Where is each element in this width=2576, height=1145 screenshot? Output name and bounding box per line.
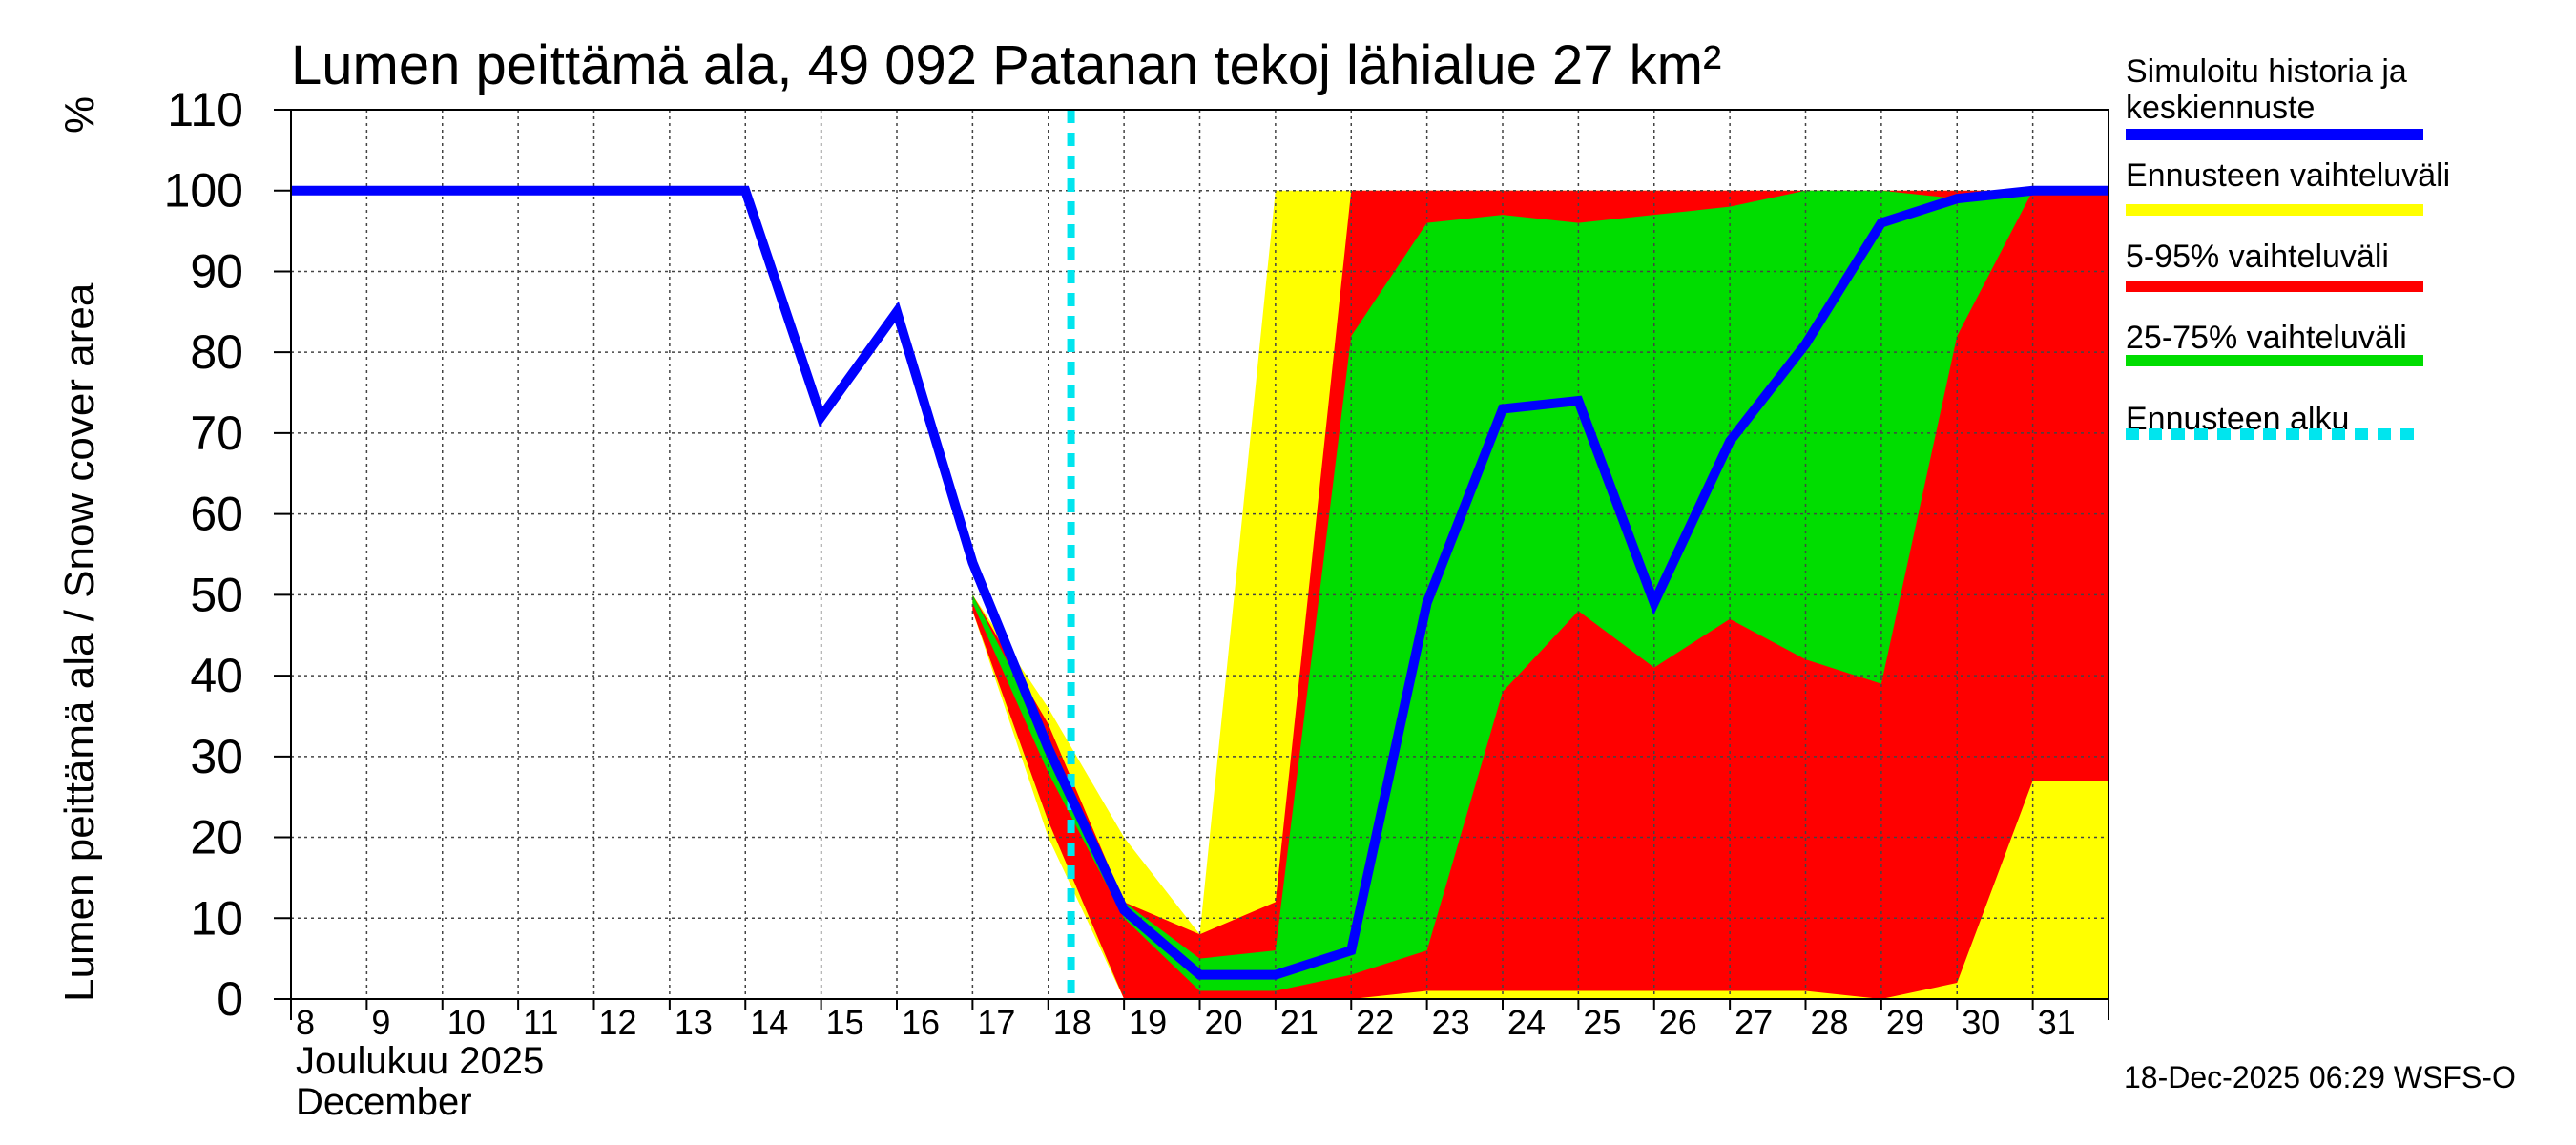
legend: Simuloitu historia ja keskiennuste Ennuste… [2126,53,2450,440]
legend-label-line1: Simuloitu historia ja [2126,53,2407,90]
y-tick-label: 60 [190,488,243,541]
series-lines [291,110,2109,999]
x-tick-label: 30 [1962,1003,2000,1042]
y-tick-label: 0 [217,972,243,1026]
x-tick-label: 31 [2038,1003,2076,1042]
x-tick-label: 13 [675,1003,713,1042]
band-3 [972,190,2109,991]
footer-timestamp: 18-Dec-2025 06:29 WSFS-O [2124,1060,2516,1094]
x-tick-label: 11 [523,1003,558,1042]
legend-label: 25-75% vaihteluväli [2126,320,2407,356]
median-line [291,185,2109,980]
y-tick-label: 80 [190,325,243,379]
month-label-fi: Joulukuu 2025 [296,1040,544,1082]
x-tick-label: 21 [1280,1003,1319,1042]
x-tick-label: 14 [750,1003,788,1042]
grid-lines [291,110,2109,999]
y-axis-ticks: 0 10 20 30 40 50 60 70 80 90 100 110 [164,83,291,1026]
x-tick-label: 10 [447,1003,486,1042]
legend-label: Simuloitu historia ja keskiennuste [2126,53,2407,126]
x-tick-label: 29 [1886,1003,1924,1042]
x-tick-label: 17 [977,1003,1015,1042]
x-tick-label: 25 [1583,1003,1621,1042]
legend-label: Ennusteen vaihteluväli [2126,157,2450,194]
x-tick-label: 18 [1053,1003,1091,1042]
x-tick-label: 20 [1205,1003,1243,1042]
y-tick-label: 90 [190,244,243,298]
x-tick-label: 24 [1507,1003,1546,1042]
y-tick-label: 70 [190,406,243,460]
x-tick-label: 15 [826,1003,864,1042]
x-tick-label: 16 [902,1003,940,1042]
legend-label: 5-95% vaihteluväli [2126,239,2389,275]
y-tick-label: 20 [190,811,243,864]
y-tick-label: 30 [190,730,243,783]
x-tick-label: 9 [371,1003,390,1042]
y-tick-label: 50 [190,568,243,621]
y-axis-label: Lumen peittämä ala / Snow cover area [56,282,103,1002]
y-tick-label: 110 [167,83,243,136]
x-tick-label: 12 [599,1003,637,1042]
y-tick-label: 10 [190,891,243,945]
x-tick-label: 8 [296,1003,315,1042]
month-label-en: December [296,1081,472,1123]
x-tick-label: 22 [1356,1003,1394,1042]
x-axis-ticks: 8 9 10 11 12 13 14 15 16 17 18 19 20 21 22 23 24 25 26 27 28… [290,999,2109,1042]
x-tick-label: 23 [1432,1003,1470,1042]
y-tick-label: 100 [164,164,243,218]
x-tick-label: 27 [1735,1003,1773,1042]
x-tick-label: 28 [1811,1003,1849,1042]
x-tick-label: 26 [1659,1003,1697,1042]
x-tick-label: 19 [1129,1003,1167,1042]
y-axis-unit: % [56,96,103,134]
chart-title: Lumen peittämä ala, 49 092 Patanan tekoj… [291,34,1721,96]
legend-label-line2: keskiennuste [2126,90,2315,126]
y-tick-label: 40 [190,649,243,702]
